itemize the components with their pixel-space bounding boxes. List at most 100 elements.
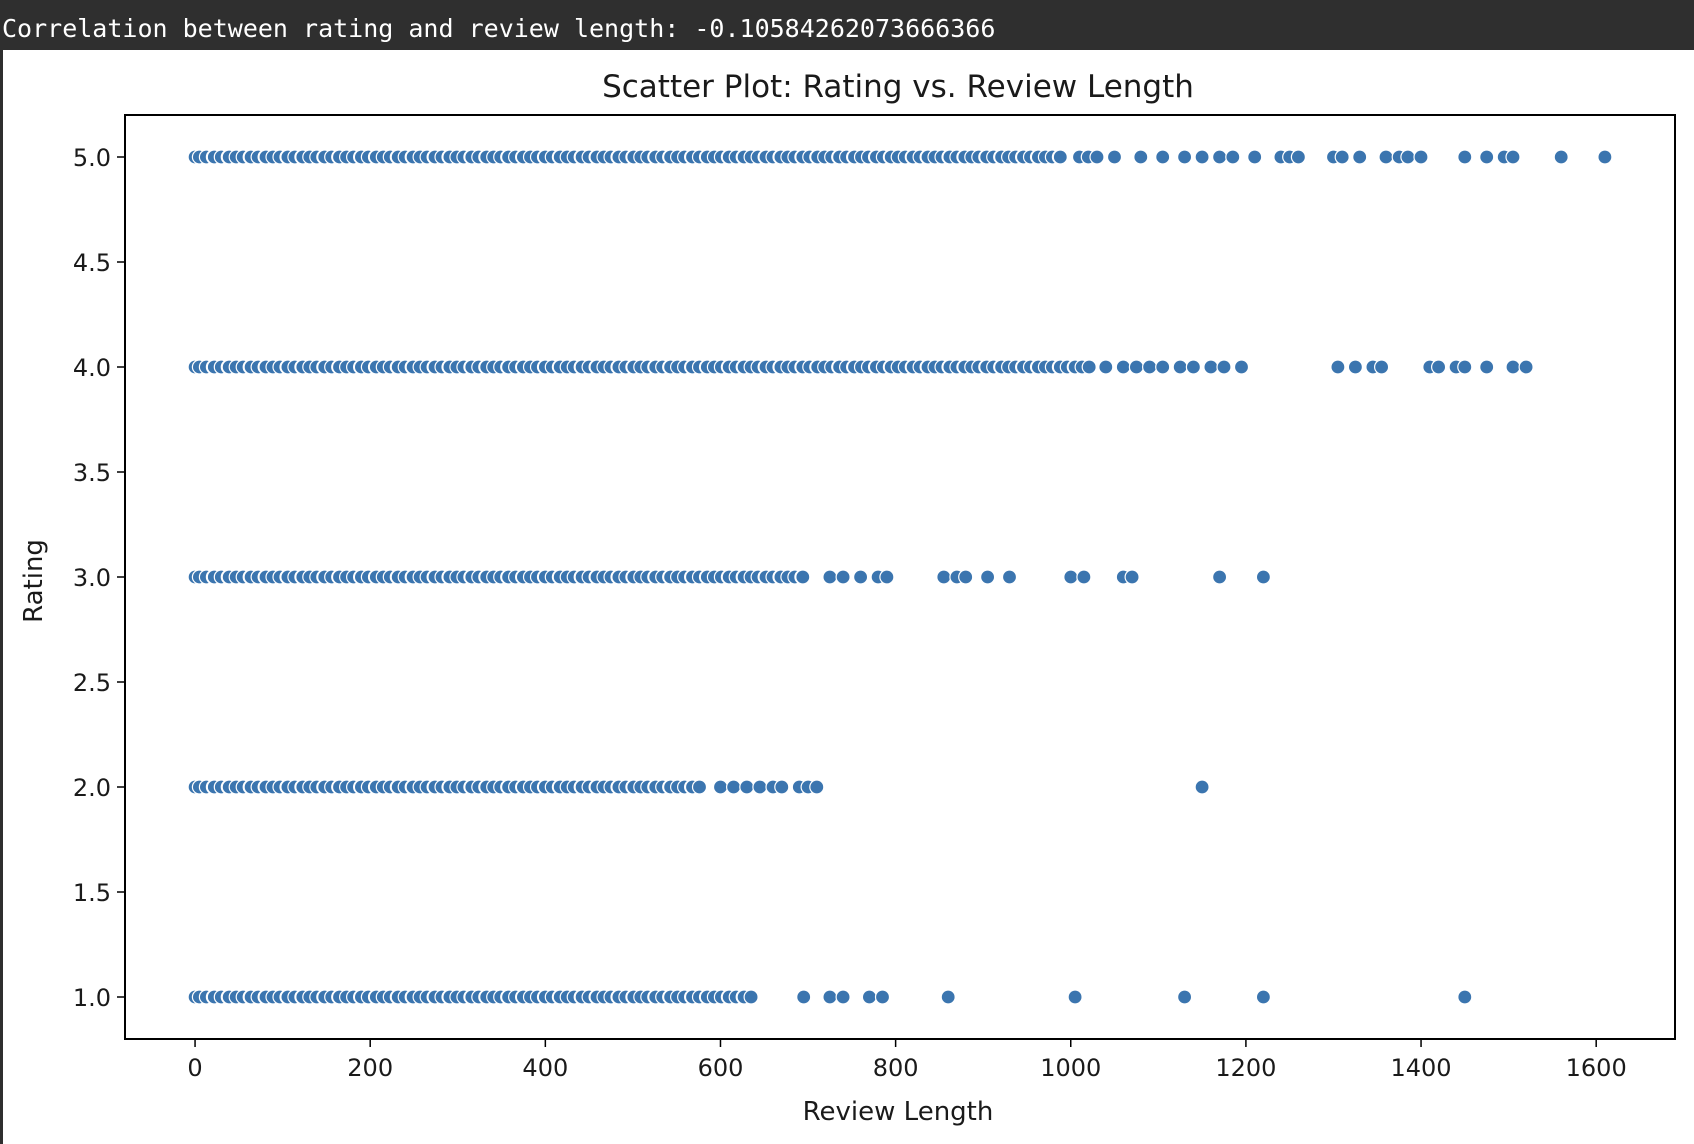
y-tick-label: 1.5 bbox=[73, 879, 111, 907]
data-points-group bbox=[187, 149, 1613, 1005]
data-point bbox=[796, 989, 812, 1005]
data-point bbox=[1155, 149, 1171, 165]
data-point bbox=[1505, 149, 1521, 165]
x-tick-label: 600 bbox=[698, 1054, 744, 1082]
data-point bbox=[1479, 359, 1495, 375]
x-tick-label: 0 bbox=[187, 1054, 202, 1082]
chart-title: Scatter Plot: Rating vs. Review Length bbox=[602, 69, 1194, 105]
data-point bbox=[1255, 569, 1272, 585]
data-point bbox=[835, 989, 851, 1005]
data-point bbox=[936, 569, 952, 585]
x-tick-label: 1400 bbox=[1391, 1054, 1452, 1082]
data-point bbox=[1115, 359, 1131, 375]
data-point bbox=[1001, 569, 1018, 585]
data-point bbox=[1098, 359, 1114, 375]
data-point bbox=[1063, 569, 1079, 585]
y-tick-label: 5.0 bbox=[73, 144, 111, 172]
y-tick-label: 2.5 bbox=[73, 669, 111, 697]
data-point bbox=[1518, 359, 1534, 375]
data-point bbox=[1255, 989, 1272, 1005]
data-point bbox=[1141, 359, 1158, 375]
data-point bbox=[1081, 359, 1097, 375]
data-point bbox=[1373, 359, 1390, 375]
correlation-output-text: Correlation between rating and review le… bbox=[2, 14, 996, 43]
data-point bbox=[752, 779, 768, 795]
data-point bbox=[1352, 149, 1368, 165]
data-point bbox=[1457, 359, 1473, 375]
y-axis-ticks: 1.0 1.5 2.0 2.5 3.0 3.5 4.0 4.5 5.0 bbox=[73, 144, 125, 1012]
data-point bbox=[940, 989, 956, 1005]
y-tick-label: 1.0 bbox=[73, 984, 111, 1012]
data-point bbox=[712, 779, 729, 795]
data-point bbox=[822, 569, 838, 585]
x-tick-label: 1000 bbox=[1040, 1054, 1101, 1082]
data-point bbox=[739, 779, 755, 795]
data-point bbox=[1185, 359, 1202, 375]
x-axis-ticks: 0 200 400 600 800 1000 1200 1400 1600 bbox=[187, 1039, 1627, 1082]
data-point bbox=[1211, 149, 1228, 165]
data-point bbox=[1457, 149, 1473, 165]
console-output-bar: Correlation between rating and review le… bbox=[0, 0, 1694, 50]
data-point bbox=[1172, 359, 1188, 375]
y-tick-label: 4.0 bbox=[73, 354, 111, 382]
data-point bbox=[1479, 149, 1495, 165]
data-point bbox=[1176, 989, 1193, 1005]
y-axis-label: Rating bbox=[19, 539, 49, 623]
data-point bbox=[1233, 359, 1250, 375]
data-point bbox=[743, 989, 759, 1005]
data-point bbox=[1128, 359, 1145, 375]
data-point bbox=[1089, 149, 1105, 165]
data-point bbox=[861, 989, 878, 1005]
x-tick-label: 1600 bbox=[1566, 1054, 1627, 1082]
data-point bbox=[1225, 149, 1241, 165]
data-point bbox=[1247, 149, 1263, 165]
data-point bbox=[1194, 149, 1210, 165]
data-point bbox=[1203, 359, 1219, 375]
data-point bbox=[1052, 149, 1068, 165]
data-point bbox=[1334, 149, 1350, 165]
data-point bbox=[809, 779, 825, 795]
data-point bbox=[822, 989, 838, 1005]
data-point bbox=[691, 779, 708, 795]
data-point bbox=[1124, 569, 1140, 585]
data-point bbox=[1216, 359, 1232, 375]
data-point bbox=[1553, 149, 1569, 165]
data-point bbox=[1106, 149, 1123, 165]
data-point bbox=[879, 569, 895, 585]
data-point bbox=[1378, 149, 1394, 165]
data-point bbox=[852, 569, 869, 585]
data-point bbox=[1176, 149, 1193, 165]
data-point bbox=[979, 569, 996, 585]
y-tick-label: 2.0 bbox=[73, 774, 111, 802]
data-point bbox=[1505, 359, 1521, 375]
data-point bbox=[795, 569, 811, 585]
x-axis-label: Review Length bbox=[803, 1097, 994, 1127]
data-point bbox=[1413, 149, 1429, 165]
data-point bbox=[1076, 569, 1092, 585]
data-point bbox=[1457, 989, 1473, 1005]
data-point bbox=[1597, 149, 1613, 165]
scatter-plot: Scatter Plot: Rating vs. Review Length 0… bbox=[19, 69, 1676, 1127]
y-tick-label: 4.5 bbox=[73, 249, 111, 277]
y-tick-label: 3.5 bbox=[73, 459, 111, 487]
data-point bbox=[1330, 359, 1346, 375]
data-point bbox=[835, 569, 851, 585]
data-point bbox=[1347, 359, 1364, 375]
data-point bbox=[958, 569, 974, 585]
data-point bbox=[725, 779, 742, 795]
data-point bbox=[1290, 149, 1307, 165]
x-tick-label: 400 bbox=[522, 1054, 568, 1082]
data-point bbox=[1211, 569, 1228, 585]
y-tick-label: 3.0 bbox=[73, 564, 111, 592]
data-point bbox=[1430, 359, 1447, 375]
data-point bbox=[1067, 989, 1083, 1005]
data-point bbox=[1400, 149, 1416, 165]
x-tick-label: 1200 bbox=[1215, 1054, 1276, 1082]
x-tick-label: 800 bbox=[873, 1054, 919, 1082]
data-point bbox=[774, 779, 790, 795]
x-tick-label: 200 bbox=[347, 1054, 393, 1082]
data-point bbox=[1194, 779, 1210, 795]
data-point bbox=[1133, 149, 1149, 165]
data-point bbox=[874, 989, 891, 1005]
data-point bbox=[1155, 359, 1171, 375]
